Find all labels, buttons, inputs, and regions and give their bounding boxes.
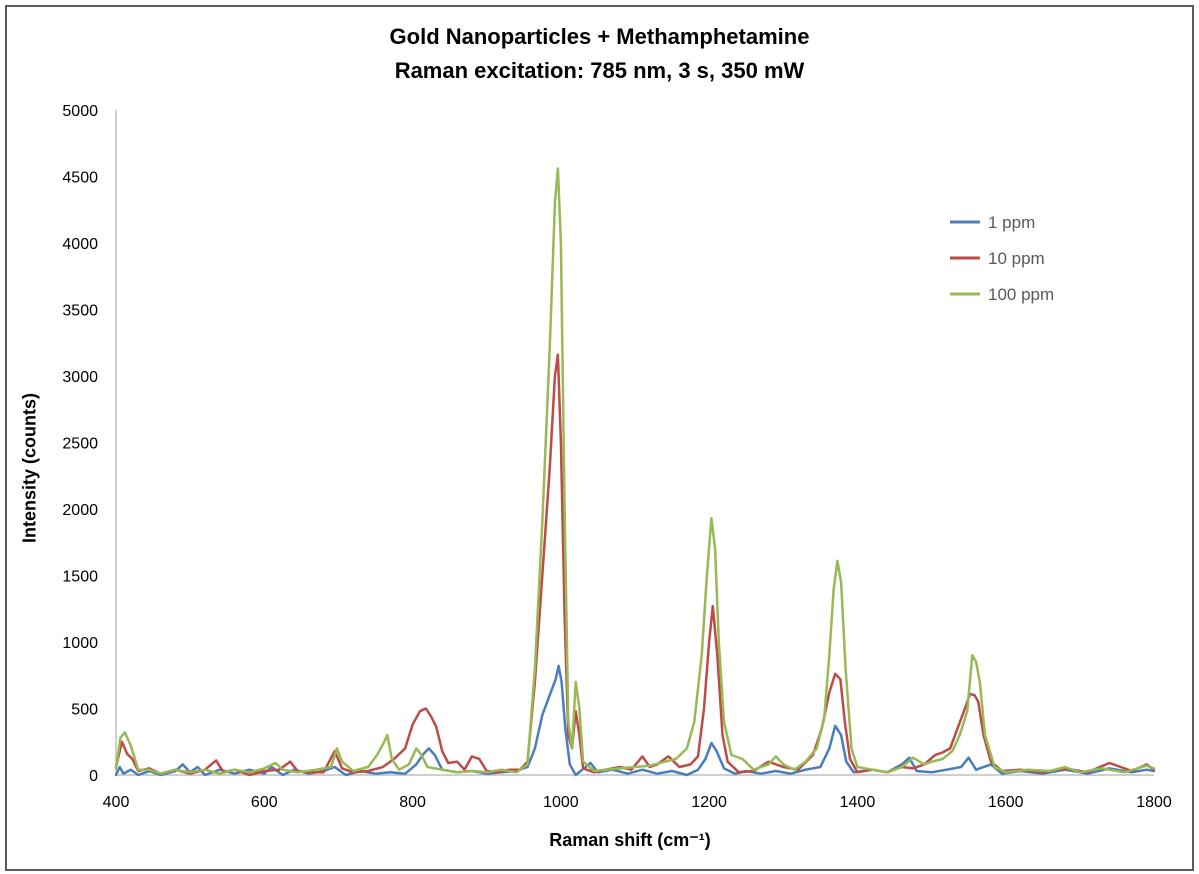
series-line-3 <box>114 167 1156 775</box>
axes <box>115 110 1154 776</box>
legend-label: 1 ppm <box>988 213 1035 232</box>
legend-label: 10 ppm <box>988 249 1045 268</box>
x-tick-label: 600 <box>251 794 278 811</box>
x-tick-label: 1200 <box>691 794 727 811</box>
y-tick-label: 1000 <box>62 635 98 652</box>
y-tick-label: 5000 <box>62 103 98 120</box>
series-line-1 <box>114 664 1156 777</box>
x-tick-label: 400 <box>103 794 130 811</box>
x-tick-label: 1600 <box>988 794 1024 811</box>
chart-subtitle: Raman excitation: 785 nm, 3 s, 350 mW <box>394 58 805 83</box>
y-tick-label: 2500 <box>62 436 98 453</box>
series-line-2 <box>114 353 1156 777</box>
chart-title: Gold Nanoparticles + Methamphetamine <box>389 24 810 49</box>
x-tick-label: 1400 <box>840 794 876 811</box>
x-axis-label: Raman shift (cm⁻¹) <box>549 830 711 850</box>
x-tick-label: 1000 <box>543 794 579 811</box>
y-tick-label: 3000 <box>62 369 98 386</box>
x-tick-label: 1800 <box>1136 794 1172 811</box>
y-tick-label: 0 <box>89 768 98 785</box>
y-tick-label: 2000 <box>62 502 98 519</box>
x-tick-labels: 400 600 800 1000 1200 1400 1600 1800 <box>103 794 1172 811</box>
chart-frame <box>5 5 1194 871</box>
x-tick-label: 800 <box>399 794 426 811</box>
y-axis-label: Intensity (counts) <box>19 392 40 544</box>
legend: 1 ppm 10 ppm 100 ppm <box>950 213 1054 304</box>
y-tick-label: 500 <box>71 702 98 719</box>
legend-label: 100 ppm <box>988 285 1054 304</box>
y-tick-label: 4000 <box>62 236 98 253</box>
y-tick-label: 1500 <box>62 569 98 586</box>
y-tick-label: 3500 <box>62 303 98 320</box>
y-tick-label: 4500 <box>62 170 98 187</box>
series-lines <box>114 167 1156 777</box>
y-tick-labels: 0 500 1000 1500 2000 2500 3000 3500 4000 4500 5000 <box>62 103 98 785</box>
